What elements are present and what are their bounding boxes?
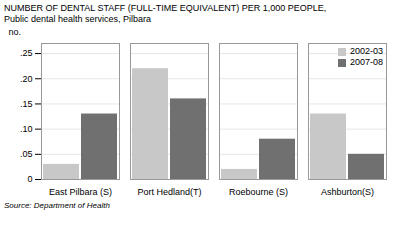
html-text:NUMBER OF DENTAL STAFF (FULL-T: NUMBER OF DENTAL STAFF (FULL-TIME EQUIVA… [4, 3, 327, 13]
svg-text:.25: .25 [20, 48, 33, 58]
svg-text:.05: .05 [20, 149, 33, 159]
svg-text:.15: .15 [20, 99, 33, 109]
svg-text:East Pilbara (S): East Pilbara (S) [49, 187, 112, 197]
svg-text:0: 0 [27, 174, 32, 184]
svg-text:Ashburton(S): Ashburton(S) [321, 187, 374, 197]
svg-text:no.: no. [9, 27, 22, 37]
svg-text:.20: .20 [20, 74, 33, 84]
html-text:Public dental health services,: Public dental health services, Pilbara [4, 14, 152, 24]
svg-text:Roebourne (S): Roebourne (S) [229, 187, 288, 197]
html-text:2007-08: 2007-08 [350, 57, 383, 67]
svg-text:.10: .10 [20, 124, 33, 134]
html-text:Source: Department of Health: Source: Department of Health [4, 201, 110, 210]
svg-text:Port Hedland(T): Port Hedland(T) [137, 187, 201, 197]
html-text:2002-03: 2002-03 [350, 46, 383, 56]
